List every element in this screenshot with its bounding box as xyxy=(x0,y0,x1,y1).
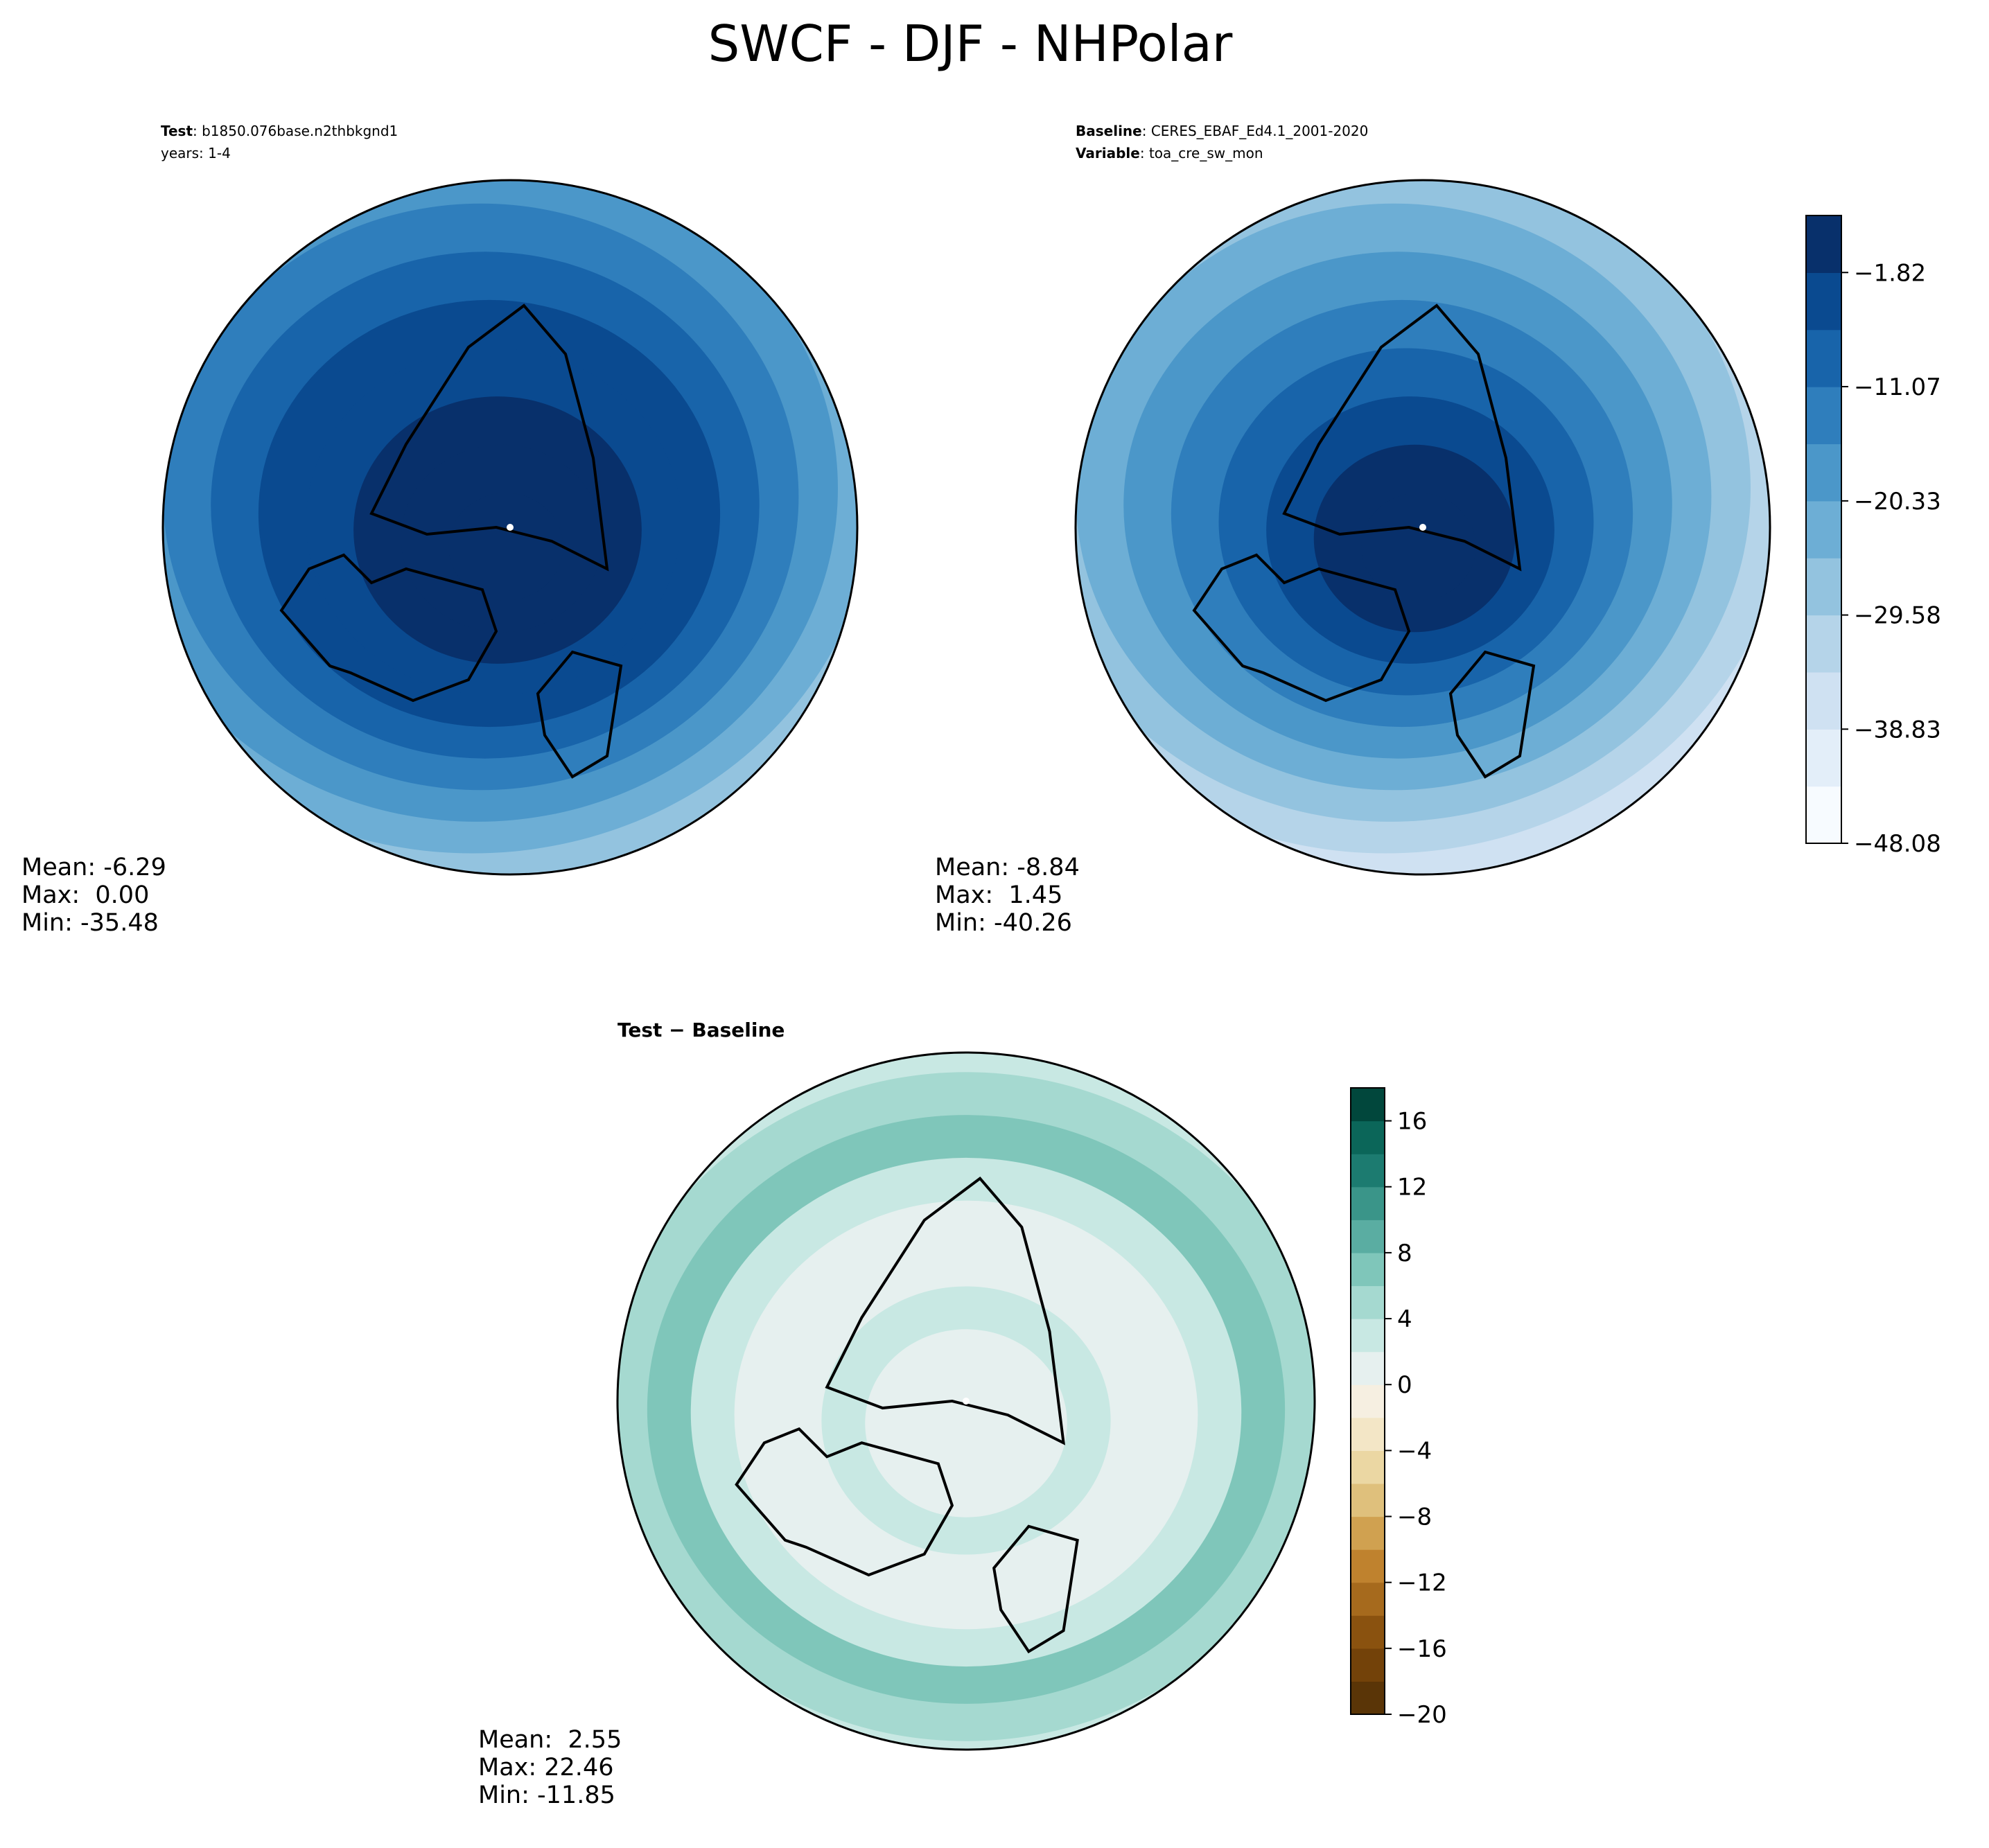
colorbar-band xyxy=(1351,1186,1385,1220)
stat: Max: 0.00 xyxy=(21,881,149,909)
panel-label-text: : toa_cre_sw_mon xyxy=(1140,145,1263,161)
map-frame xyxy=(1074,179,1771,876)
colorbar-band xyxy=(1806,272,1841,331)
colorbar-tick-label: 4 xyxy=(1397,1305,1412,1333)
stat: Max: 1.45 xyxy=(935,881,1062,909)
colorbar-tick-label: −4 xyxy=(1397,1437,1432,1465)
panel-label-bold: Test − Baseline xyxy=(617,1019,785,1041)
panel-label-bold: Baseline xyxy=(1076,123,1142,139)
stat: Mean: -6.29 xyxy=(21,854,166,881)
colorbar-band xyxy=(1806,671,1841,730)
pole xyxy=(963,1398,970,1405)
stat: Min: -11.85 xyxy=(478,1781,615,1809)
colorbar-band xyxy=(1806,443,1841,502)
colorbar-band xyxy=(1351,1252,1385,1287)
stat: Min: -40.26 xyxy=(935,909,1072,937)
panel-label-text: : b1850.076base.n2thbkgnd1 xyxy=(193,123,398,139)
colorbar-tick-label: −8 xyxy=(1397,1504,1432,1531)
coastline xyxy=(992,1524,1079,1654)
colorbar-tick-label: −48.08 xyxy=(1854,830,1941,858)
colorbar-band xyxy=(1806,387,1841,445)
stat: Mean: -8.84 xyxy=(935,854,1080,881)
coastline xyxy=(1448,650,1536,779)
colorbar-tick-label: 8 xyxy=(1397,1240,1412,1267)
colorbar-band xyxy=(1351,1615,1385,1649)
panel-label: Baseline: CERES_EBAF_Ed4.1_2001-2020 xyxy=(1076,123,1368,139)
colorbar-tick-label: −29.58 xyxy=(1854,602,1941,630)
colorbar-frame xyxy=(1805,215,1842,844)
colorbar-band xyxy=(1351,1648,1385,1682)
colorbar-band xyxy=(1806,329,1841,387)
contour-fill xyxy=(1361,493,1476,601)
colorbar-band xyxy=(1351,1516,1385,1550)
panel-label: Test − Baseline xyxy=(617,1019,785,1041)
panel-label-bold: Test xyxy=(161,123,193,139)
colorbar-band xyxy=(1806,500,1841,558)
colorbar-band xyxy=(1351,1549,1385,1583)
coastline xyxy=(279,553,498,703)
colorbar-tick-label: −38.83 xyxy=(1854,716,1941,743)
coastline xyxy=(369,303,609,572)
colorbar-band xyxy=(1351,1154,1385,1188)
panel-label-text: years: 1-4 xyxy=(161,145,231,161)
coastline xyxy=(536,650,623,779)
colorbar-band xyxy=(1351,1582,1385,1616)
colorbar-tick-label: −1.82 xyxy=(1854,259,1926,287)
colorbar-tick-label: 0 xyxy=(1397,1371,1412,1399)
colorbar-tick-label: −11.07 xyxy=(1854,373,1941,401)
pole xyxy=(507,524,514,531)
colorbar-band xyxy=(1351,1319,1385,1353)
map-frame xyxy=(616,1051,1316,1751)
colorbar-tick-label: −20 xyxy=(1397,1701,1447,1729)
stat: Min: -35.48 xyxy=(21,909,159,937)
colorbar-band xyxy=(1351,1220,1385,1253)
panel-label-text: : CERES_EBAF_Ed4.1_2001-2020 xyxy=(1142,123,1369,139)
colorbar-band xyxy=(1351,1120,1385,1154)
coastline xyxy=(825,1176,1066,1445)
colorbar-band xyxy=(1351,1285,1385,1319)
colorbar-tick-label: −16 xyxy=(1397,1635,1447,1663)
colorbar-tick-label: 16 xyxy=(1397,1108,1427,1136)
colorbar-band xyxy=(1806,729,1841,787)
colorbar-band xyxy=(1351,1384,1385,1418)
contour-fill xyxy=(448,493,563,601)
map xyxy=(163,180,857,874)
figure-title: SWCF - DJF - NHPolar xyxy=(708,15,1233,73)
panel-label-bold: Variable xyxy=(1076,145,1140,161)
coastline xyxy=(735,1427,954,1577)
coastline xyxy=(1282,303,1522,572)
colorbar-tick-label: −12 xyxy=(1397,1569,1447,1597)
colorbar-band xyxy=(1806,215,1841,273)
panel-label: years: 1-4 xyxy=(161,145,231,161)
colorbar-band xyxy=(1806,786,1841,844)
colorbar-band xyxy=(1351,1417,1385,1451)
colorbar-frame xyxy=(1350,1087,1385,1715)
pole xyxy=(1419,524,1426,531)
stat: Mean: 2.55 xyxy=(478,1726,622,1754)
colorbar-band xyxy=(1806,558,1841,616)
map-frame xyxy=(161,179,859,876)
panel-label: Variable: toa_cre_sw_mon xyxy=(1076,145,1263,161)
colorbar-tick-label: 12 xyxy=(1397,1174,1427,1202)
colorbar-band xyxy=(1351,1450,1385,1484)
colorbar-band xyxy=(1351,1088,1385,1122)
colorbar-tick-label: −20.33 xyxy=(1854,488,1941,516)
colorbar-band xyxy=(1351,1483,1385,1517)
colorbar-band xyxy=(1351,1681,1385,1715)
coastline xyxy=(1192,553,1411,703)
contour-fill xyxy=(909,1372,1024,1480)
stat: Max: 22.46 xyxy=(478,1754,613,1781)
colorbar-band xyxy=(1351,1351,1385,1385)
panel-label: Test: b1850.076base.n2thbkgnd1 xyxy=(161,123,398,139)
colorbar-band xyxy=(1806,615,1841,673)
